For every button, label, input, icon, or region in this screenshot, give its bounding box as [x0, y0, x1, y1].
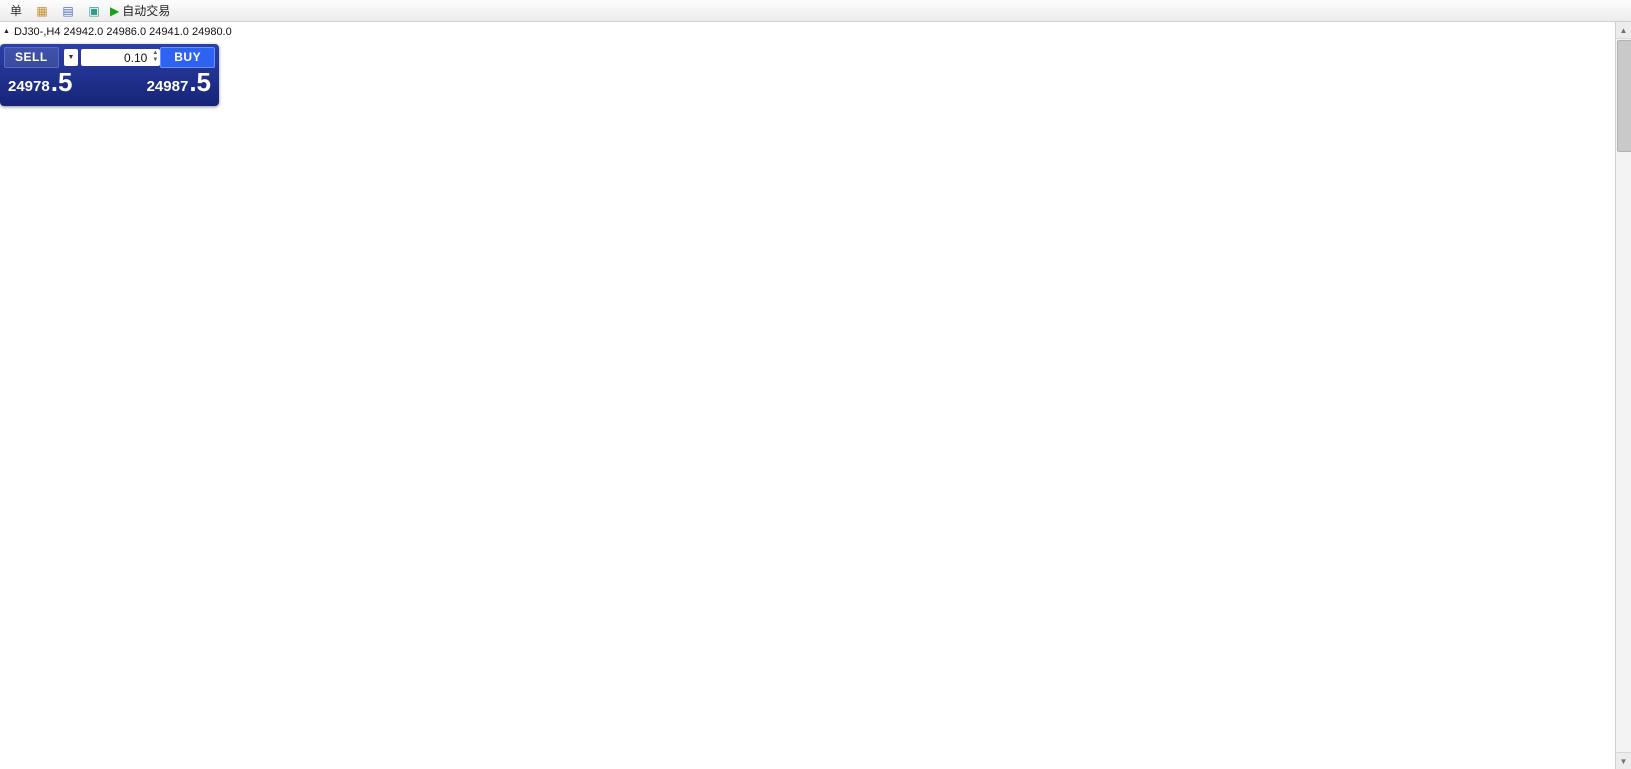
data-window-button[interactable]: ▣	[81, 0, 107, 22]
order-type-dropdown-icon[interactable]: ▼	[63, 49, 79, 66]
auto-trading-icon: ▶	[110, 3, 120, 18]
sell-price-pips: .5	[50, 67, 73, 97]
main-toolbar: 单 ▦ ▤ ▣ ▶ 自动交易	[0, 0, 1631, 22]
sell-price-main: 24978	[8, 78, 50, 95]
new-chart-button[interactable]: ▦	[29, 0, 55, 22]
auto-trading-label: 自动交易	[122, 4, 171, 18]
vertical-scrollbar[interactable]: ▲ ▼	[1615, 22, 1631, 769]
data-window-icon: ▣	[88, 3, 100, 18]
scrollbar-thumb[interactable]	[1617, 40, 1631, 152]
scroll-up-icon[interactable]: ▲	[1616, 22, 1631, 39]
profiles-button[interactable]: ▤	[55, 0, 81, 22]
scroll-down-icon[interactable]: ▼	[1616, 752, 1631, 769]
buy-price-pips: .5	[189, 67, 211, 97]
new-order-icon: 单	[9, 4, 22, 18]
buy-price-main: 24987	[146, 78, 189, 95]
buy-price[interactable]: 24987 .5	[147, 69, 211, 95]
volume-stepper[interactable]: ▲ ▼	[152, 50, 158, 64]
one-click-collapse-icon[interactable]: ▲	[3, 28, 10, 35]
one-click-trading-panel: SELL ▼ ▲ ▼ BUY 24978 .5 24987 .5	[0, 44, 219, 106]
chart-canvas[interactable]	[0, 22, 1615, 769]
buy-button[interactable]: BUY	[160, 47, 216, 68]
volume-down-icon[interactable]: ▼	[152, 56, 159, 63]
chart-title: DJ30-,H4 24942.0 24986.0 24941.0 24980.0	[14, 26, 232, 38]
sell-button[interactable]: SELL	[4, 47, 59, 68]
profiles-icon: ▤	[62, 3, 74, 18]
new-chart-icon: ▦	[36, 3, 48, 18]
sell-price[interactable]: 24978 .5	[8, 69, 72, 95]
auto-trading-button[interactable]: ▶ 自动交易	[107, 0, 173, 22]
volume-up-icon[interactable]: ▲	[152, 49, 159, 56]
volume-input[interactable]	[81, 49, 161, 66]
new-order-button[interactable]: 单	[3, 0, 29, 22]
